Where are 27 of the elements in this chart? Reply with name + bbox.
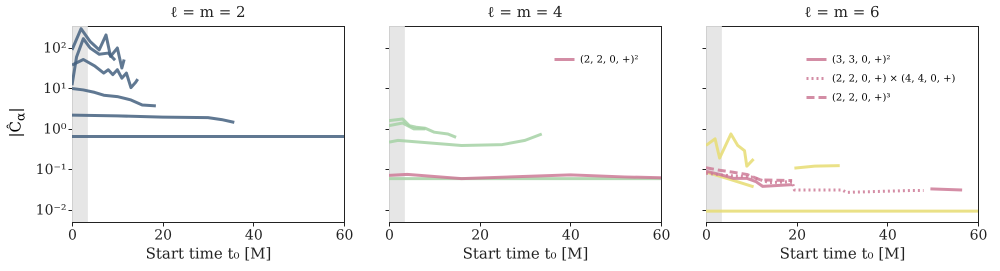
- x-tick-label: 0: [68, 228, 77, 244]
- y-tick-label: 10¹: [43, 80, 66, 97]
- x-axis-title: Start time t₀ [M]: [146, 244, 272, 262]
- x-tick-label: 20: [154, 228, 172, 244]
- chart-title: ℓ = m = 2: [170, 3, 246, 21]
- x-tick-label: 0: [385, 228, 394, 244]
- x-tick-label: 40: [244, 228, 263, 244]
- y-tick-label: 10⁻²: [36, 202, 66, 218]
- legend-label: (2, 2, 0, +) × (4, 4, 0, +): [832, 74, 956, 84]
- chart-title: ℓ = m = 6: [804, 3, 880, 21]
- legend-label: (2, 2, 0, +)³: [832, 92, 890, 104]
- x-tick-label: 20: [788, 228, 806, 244]
- y-tick-label: 10²: [43, 40, 66, 57]
- y-tick-label: 10⁰: [43, 121, 67, 138]
- x-axis-title: Start time t₀ [M]: [462, 244, 588, 262]
- y-tick-label: 10⁻¹: [36, 162, 66, 178]
- legend-label: (2, 2, 0, +)²: [580, 54, 638, 66]
- x-tick-label: 0: [702, 228, 711, 244]
- x-tick-label: 40: [878, 228, 897, 244]
- x-tick-label: 60: [970, 228, 988, 244]
- x-tick-label: 60: [652, 228, 670, 244]
- x-tick-label: 60: [336, 228, 354, 244]
- legend-label: (3, 3, 0, +)²: [832, 54, 890, 66]
- x-axis-title: Start time t₀ [M]: [780, 244, 906, 262]
- chart-title: ℓ = m = 4: [487, 3, 563, 21]
- x-tick-label: 20: [471, 228, 490, 244]
- x-tick-label: 40: [562, 228, 580, 244]
